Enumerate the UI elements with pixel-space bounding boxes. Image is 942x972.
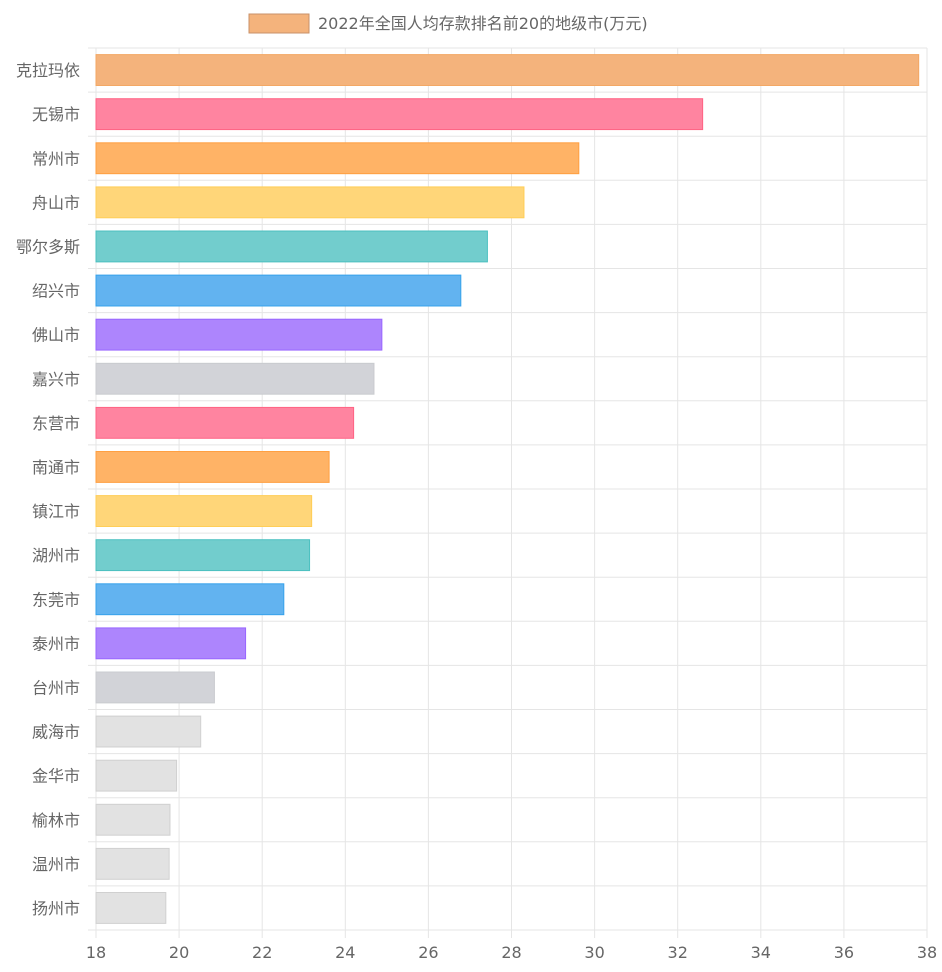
category-label: 绍兴市 <box>32 282 80 301</box>
x-tick-label: 28 <box>501 943 521 962</box>
category-label: 温州市 <box>32 855 80 874</box>
x-tick-label: 20 <box>169 943 189 962</box>
category-label: 榆林市 <box>32 811 80 830</box>
category-label: 鄂尔多斯 <box>16 237 80 256</box>
bar[interactable] <box>95 803 171 836</box>
bar[interactable] <box>95 186 525 219</box>
category-label: 镇江市 <box>32 502 80 521</box>
category-label: 扬州市 <box>32 899 80 918</box>
x-tick-label: 24 <box>335 943 355 962</box>
bar[interactable] <box>95 142 580 175</box>
category-label: 克拉玛依 <box>16 61 80 80</box>
legend[interactable]: 2022年全国人均存款排名前20的地级市(万元) <box>248 13 648 34</box>
x-tick-label: 32 <box>668 943 688 962</box>
category-label: 南通市 <box>32 458 80 477</box>
legend-swatch[interactable] <box>248 13 310 34</box>
bar[interactable] <box>95 627 247 660</box>
bar[interactable] <box>95 451 330 483</box>
category-label: 无锡市 <box>32 105 80 124</box>
category-label: 常州市 <box>32 149 80 168</box>
bar[interactable] <box>95 406 355 439</box>
bar[interactable] <box>95 54 920 86</box>
category-label: 东营市 <box>32 414 80 433</box>
bar[interactable] <box>95 495 313 527</box>
x-tick-label: 18 <box>86 943 106 962</box>
category-label: 泰州市 <box>32 634 80 653</box>
category-label: 金华市 <box>32 767 80 786</box>
bar[interactable] <box>95 583 285 616</box>
x-axis-ticks: 18 20 22 24 26 28 30 32 34 36 38 <box>86 943 937 962</box>
category-label: 舟山市 <box>32 193 80 212</box>
grid <box>88 47 928 938</box>
bar[interactable] <box>95 715 202 748</box>
category-labels: 克拉玛依无锡市常州市舟山市鄂尔多斯绍兴市佛山市嘉兴市东营市南通市镇江市湖州市东莞… <box>16 61 80 918</box>
bar[interactable] <box>95 539 311 572</box>
bar[interactable] <box>95 847 170 880</box>
bar[interactable] <box>95 892 167 924</box>
category-label: 嘉兴市 <box>32 370 80 389</box>
bar[interactable] <box>95 759 178 792</box>
category-label: 威海市 <box>32 723 80 742</box>
x-tick-label: 34 <box>751 943 771 962</box>
category-label: 台州市 <box>32 678 80 697</box>
x-tick-label: 22 <box>252 943 272 962</box>
x-tick-label: 30 <box>584 943 604 962</box>
bar[interactable] <box>95 230 488 263</box>
bars <box>95 54 920 924</box>
x-tick-label: 38 <box>917 943 937 962</box>
x-tick-label: 26 <box>418 943 438 962</box>
category-label: 湖州市 <box>32 546 80 565</box>
bar[interactable] <box>95 362 375 395</box>
bar[interactable] <box>95 671 215 704</box>
legend-label[interactable]: 2022年全国人均存款排名前20的地级市(万元) <box>318 14 648 33</box>
bar[interactable] <box>95 318 383 351</box>
category-label: 佛山市 <box>32 326 80 345</box>
x-tick-label: 36 <box>834 943 854 962</box>
bar[interactable] <box>95 274 462 307</box>
category-label: 东莞市 <box>32 590 80 609</box>
bar[interactable] <box>95 98 704 131</box>
